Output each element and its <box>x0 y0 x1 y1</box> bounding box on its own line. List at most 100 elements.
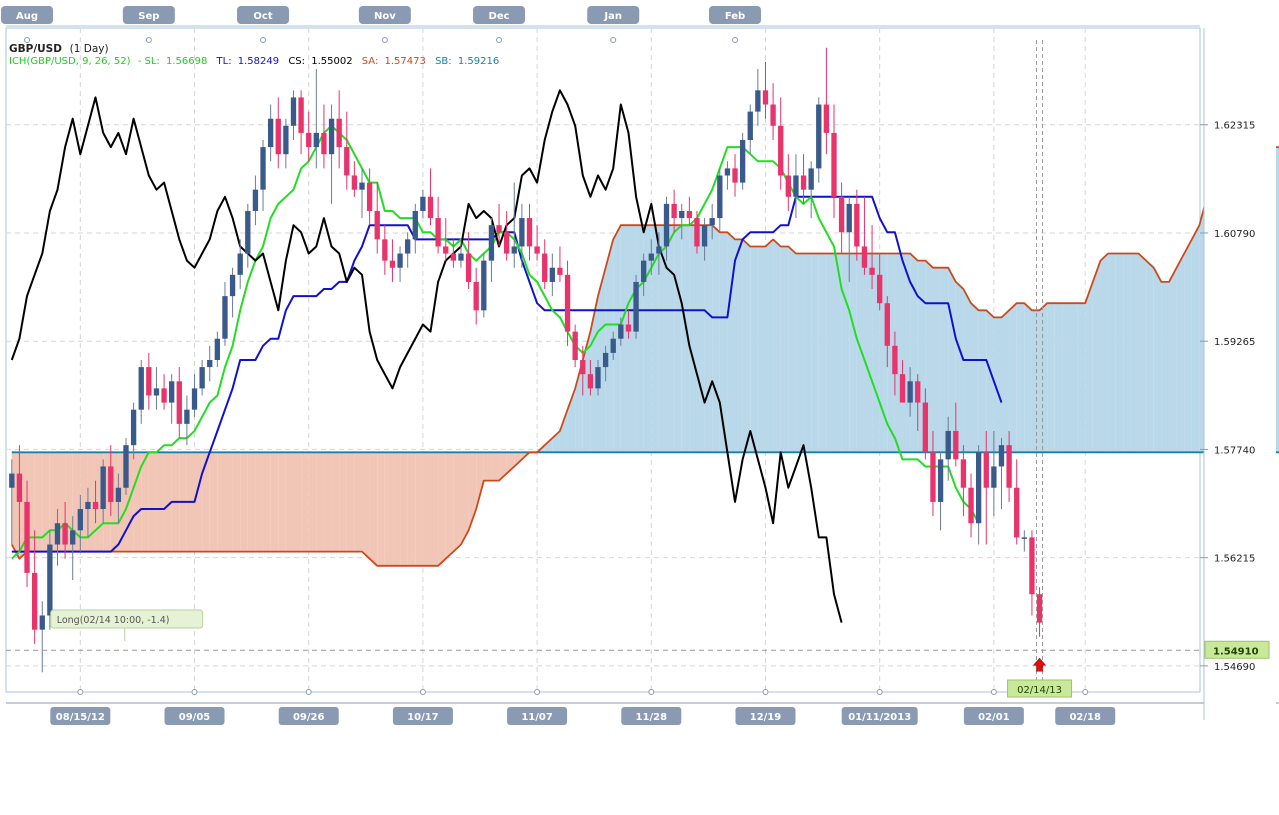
candle-body[interactable] <box>762 90 769 105</box>
candle-body[interactable] <box>816 104 822 169</box>
candle[interactable] <box>526 203 533 261</box>
candle-body[interactable] <box>207 360 213 368</box>
candle-body[interactable] <box>991 466 997 488</box>
candle[interactable] <box>671 189 677 233</box>
candle-body[interactable] <box>39 615 45 630</box>
candle[interactable] <box>960 445 967 517</box>
candle[interactable] <box>108 445 114 517</box>
candle[interactable] <box>267 104 274 162</box>
candle-body[interactable] <box>405 239 411 254</box>
candle[interactable] <box>793 154 799 219</box>
candle-body[interactable] <box>945 430 951 460</box>
trade-label-badge[interactable] <box>50 609 204 629</box>
candle[interactable] <box>580 345 586 396</box>
candle[interactable] <box>770 83 776 140</box>
candle-body[interactable] <box>587 374 594 389</box>
candle[interactable] <box>519 203 525 268</box>
candle[interactable] <box>115 473 122 524</box>
candle[interactable] <box>739 132 746 190</box>
candle[interactable] <box>130 402 137 460</box>
candle-body[interactable] <box>420 196 426 211</box>
candle-body[interactable] <box>229 274 236 297</box>
candle[interactable] <box>861 196 868 275</box>
candle[interactable] <box>679 203 685 240</box>
candle-body[interactable] <box>481 260 487 311</box>
candle-body[interactable] <box>503 232 510 254</box>
candle[interactable] <box>458 239 464 268</box>
candle[interactable] <box>450 239 457 268</box>
candle[interactable] <box>854 189 860 261</box>
candle-body[interactable] <box>214 338 221 360</box>
candle[interactable] <box>800 154 807 204</box>
candle[interactable] <box>427 168 434 226</box>
candle[interactable] <box>755 69 761 126</box>
candle-body[interactable] <box>443 246 449 254</box>
candle[interactable] <box>542 239 548 290</box>
candle[interactable] <box>344 111 350 190</box>
candle[interactable] <box>321 104 327 169</box>
candle-body[interactable] <box>838 196 845 233</box>
candle[interactable] <box>937 452 944 531</box>
candle-body[interactable] <box>496 225 502 233</box>
candle-body[interactable] <box>359 182 365 190</box>
candle-body[interactable] <box>153 388 160 396</box>
candle-body[interactable] <box>473 281 479 311</box>
candle-body[interactable] <box>252 189 259 211</box>
candle[interactable] <box>1036 587 1043 637</box>
candle[interactable] <box>47 530 53 630</box>
candle-body[interactable] <box>595 367 601 389</box>
candle[interactable] <box>85 487 91 538</box>
candle-body[interactable] <box>47 544 53 616</box>
candle[interactable] <box>869 225 875 290</box>
candle-body[interactable] <box>450 253 457 261</box>
candle[interactable] <box>945 416 951 481</box>
candle[interactable] <box>351 161 358 197</box>
candle[interactable] <box>443 218 449 261</box>
candle[interactable] <box>283 118 289 169</box>
candle-body[interactable] <box>245 210 251 254</box>
candle[interactable] <box>823 47 830 155</box>
candle[interactable] <box>290 90 297 140</box>
candle[interactable] <box>123 438 129 495</box>
candle[interactable] <box>245 203 251 268</box>
candle-body[interactable] <box>564 274 571 332</box>
candle-body[interactable] <box>519 218 525 247</box>
candle[interactable] <box>435 196 441 254</box>
buy-arrow-icon[interactable] <box>1032 657 1047 672</box>
candle[interactable] <box>831 104 837 219</box>
candle[interactable] <box>717 168 723 233</box>
candle-body[interactable] <box>937 459 944 502</box>
candle-body[interactable] <box>313 132 319 148</box>
candle-body[interactable] <box>435 218 441 247</box>
candle-body[interactable] <box>1014 487 1020 538</box>
candle-body[interactable] <box>108 466 114 502</box>
candle-body[interactable] <box>321 132 327 155</box>
candle-body[interactable] <box>31 572 38 630</box>
candle[interactable] <box>24 480 30 588</box>
candle[interactable] <box>100 459 106 524</box>
candle-body[interactable] <box>534 246 540 254</box>
candle-body[interactable] <box>709 218 715 226</box>
candle[interactable] <box>138 360 144 424</box>
candle[interactable] <box>306 111 312 162</box>
candle-body[interactable] <box>199 367 205 389</box>
candle-body[interactable] <box>892 345 898 375</box>
candle[interactable] <box>846 196 852 282</box>
candle-body[interactable] <box>161 388 167 403</box>
candle-body[interactable] <box>382 239 388 261</box>
candle[interactable] <box>694 210 700 254</box>
candle[interactable] <box>184 395 190 446</box>
candle[interactable] <box>389 239 396 282</box>
candle-body[interactable] <box>663 203 670 247</box>
candle[interactable] <box>359 168 365 219</box>
candle-body[interactable] <box>191 388 198 410</box>
candle[interactable] <box>907 367 913 417</box>
candle[interactable] <box>9 459 15 545</box>
candle[interactable] <box>229 267 236 318</box>
candle-body[interactable] <box>648 253 654 261</box>
candle-body[interactable] <box>237 253 243 275</box>
candle-body[interactable] <box>610 338 616 353</box>
candle-body[interactable] <box>100 466 106 510</box>
candle[interactable] <box>207 345 213 382</box>
candle-body[interactable] <box>85 501 91 510</box>
